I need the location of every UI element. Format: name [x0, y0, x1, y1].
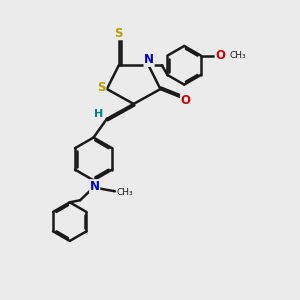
Text: S: S	[115, 27, 123, 40]
Text: N: N	[90, 180, 100, 193]
Text: H: H	[94, 109, 103, 119]
Text: N: N	[144, 53, 154, 66]
Text: CH₃: CH₃	[229, 50, 246, 59]
Text: S: S	[97, 81, 106, 94]
Text: O: O	[181, 94, 191, 107]
Text: O: O	[215, 49, 225, 62]
Text: CH₃: CH₃	[116, 188, 133, 197]
